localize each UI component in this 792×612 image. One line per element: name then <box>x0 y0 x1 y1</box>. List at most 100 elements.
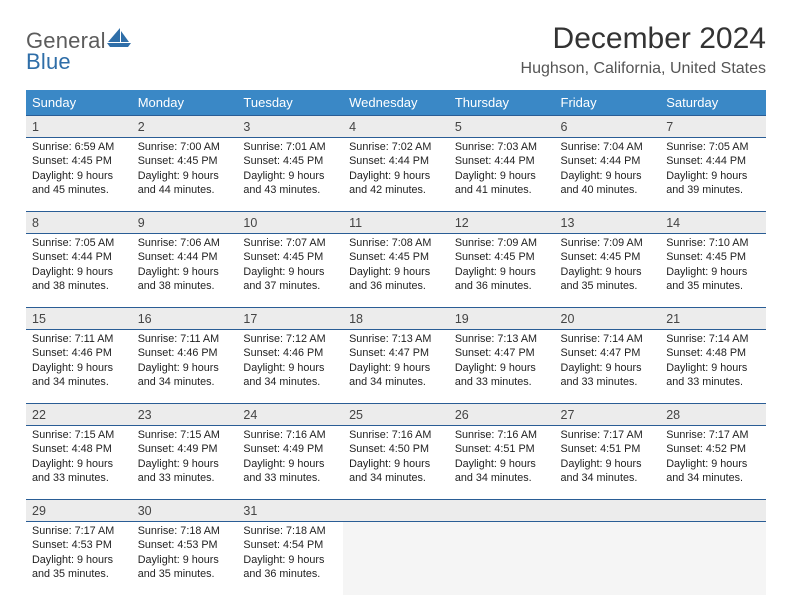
day-body-cell: Sunrise: 7:17 AMSunset: 4:53 PMDaylight:… <box>26 522 132 596</box>
day-details: Sunrise: 7:16 AMSunset: 4:49 PMDaylight:… <box>237 426 343 491</box>
day-body-cell: Sunrise: 7:09 AMSunset: 4:45 PMDaylight:… <box>555 234 661 308</box>
weekday-header: Tuesday <box>237 90 343 116</box>
day-number-cell: 15 <box>26 308 132 330</box>
week-daynum-row: 293031 <box>26 500 766 522</box>
day-number: 28 <box>660 404 766 425</box>
empty-cell <box>555 500 661 522</box>
day-body-cell: Sunrise: 7:09 AMSunset: 4:45 PMDaylight:… <box>449 234 555 308</box>
day-details: Sunrise: 7:11 AMSunset: 4:46 PMDaylight:… <box>132 330 238 395</box>
day-details: Sunrise: 7:18 AMSunset: 4:53 PMDaylight:… <box>132 522 238 587</box>
day-details: Sunrise: 6:59 AMSunset: 4:45 PMDaylight:… <box>26 138 132 203</box>
day-details: Sunrise: 7:18 AMSunset: 4:54 PMDaylight:… <box>237 522 343 587</box>
day-number: 27 <box>555 404 661 425</box>
day-number-cell: 24 <box>237 404 343 426</box>
day-body-cell: Sunrise: 7:03 AMSunset: 4:44 PMDaylight:… <box>449 138 555 212</box>
day-number: 31 <box>237 500 343 521</box>
weekday-header-row: SundayMondayTuesdayWednesdayThursdayFrid… <box>26 90 766 116</box>
day-number-cell: 9 <box>132 212 238 234</box>
weekday-header: Friday <box>555 90 661 116</box>
day-details: Sunrise: 7:15 AMSunset: 4:49 PMDaylight:… <box>132 426 238 491</box>
day-number: 15 <box>26 308 132 329</box>
day-number-cell: 10 <box>237 212 343 234</box>
week-body-row: Sunrise: 6:59 AMSunset: 4:45 PMDaylight:… <box>26 138 766 212</box>
day-number-cell: 8 <box>26 212 132 234</box>
day-body-cell: Sunrise: 7:07 AMSunset: 4:45 PMDaylight:… <box>237 234 343 308</box>
day-number: 18 <box>343 308 449 329</box>
day-number-cell: 18 <box>343 308 449 330</box>
day-body-cell: Sunrise: 7:01 AMSunset: 4:45 PMDaylight:… <box>237 138 343 212</box>
week-daynum-row: 1234567 <box>26 116 766 138</box>
day-number: 22 <box>26 404 132 425</box>
day-number: 12 <box>449 212 555 233</box>
day-number-cell: 11 <box>343 212 449 234</box>
day-body-cell: Sunrise: 7:16 AMSunset: 4:50 PMDaylight:… <box>343 426 449 500</box>
day-details: Sunrise: 7:17 AMSunset: 4:52 PMDaylight:… <box>660 426 766 491</box>
day-number: 21 <box>660 308 766 329</box>
day-number: 4 <box>343 116 449 137</box>
week-daynum-row: 15161718192021 <box>26 308 766 330</box>
day-number-cell: 4 <box>343 116 449 138</box>
day-body-cell: Sunrise: 7:02 AMSunset: 4:44 PMDaylight:… <box>343 138 449 212</box>
day-body-cell: Sunrise: 6:59 AMSunset: 4:45 PMDaylight:… <box>26 138 132 212</box>
day-number-cell: 6 <box>555 116 661 138</box>
day-number: 7 <box>660 116 766 137</box>
empty-cell <box>660 500 766 522</box>
day-body-cell: Sunrise: 7:11 AMSunset: 4:46 PMDaylight:… <box>132 330 238 404</box>
day-number: 16 <box>132 308 238 329</box>
day-details: Sunrise: 7:15 AMSunset: 4:48 PMDaylight:… <box>26 426 132 491</box>
calendar-table: SundayMondayTuesdayWednesdayThursdayFrid… <box>26 90 766 595</box>
day-body-cell: Sunrise: 7:14 AMSunset: 4:47 PMDaylight:… <box>555 330 661 404</box>
day-details: Sunrise: 7:13 AMSunset: 4:47 PMDaylight:… <box>449 330 555 395</box>
weekday-header: Monday <box>132 90 238 116</box>
day-details: Sunrise: 7:09 AMSunset: 4:45 PMDaylight:… <box>449 234 555 299</box>
day-details: Sunrise: 7:17 AMSunset: 4:51 PMDaylight:… <box>555 426 661 491</box>
day-number-cell: 7 <box>660 116 766 138</box>
weekday-header: Saturday <box>660 90 766 116</box>
weekday-header: Wednesday <box>343 90 449 116</box>
day-number-cell: 12 <box>449 212 555 234</box>
day-body-cell: Sunrise: 7:04 AMSunset: 4:44 PMDaylight:… <box>555 138 661 212</box>
day-body-cell: Sunrise: 7:15 AMSunset: 4:49 PMDaylight:… <box>132 426 238 500</box>
month-title: December 2024 <box>521 22 766 56</box>
day-body-cell: Sunrise: 7:16 AMSunset: 4:51 PMDaylight:… <box>449 426 555 500</box>
day-body-cell: Sunrise: 7:08 AMSunset: 4:45 PMDaylight:… <box>343 234 449 308</box>
day-body-cell: Sunrise: 7:16 AMSunset: 4:49 PMDaylight:… <box>237 426 343 500</box>
day-number-cell: 27 <box>555 404 661 426</box>
day-details: Sunrise: 7:16 AMSunset: 4:51 PMDaylight:… <box>449 426 555 491</box>
week-body-row: Sunrise: 7:05 AMSunset: 4:44 PMDaylight:… <box>26 234 766 308</box>
day-body-cell: Sunrise: 7:17 AMSunset: 4:52 PMDaylight:… <box>660 426 766 500</box>
empty-cell <box>343 500 449 522</box>
day-body-cell: Sunrise: 7:00 AMSunset: 4:45 PMDaylight:… <box>132 138 238 212</box>
day-number-cell: 2 <box>132 116 238 138</box>
day-number: 2 <box>132 116 238 137</box>
day-body-cell: Sunrise: 7:13 AMSunset: 4:47 PMDaylight:… <box>343 330 449 404</box>
day-number-cell: 30 <box>132 500 238 522</box>
day-number: 26 <box>449 404 555 425</box>
day-details: Sunrise: 7:07 AMSunset: 4:45 PMDaylight:… <box>237 234 343 299</box>
day-number-cell: 19 <box>449 308 555 330</box>
day-details: Sunrise: 7:13 AMSunset: 4:47 PMDaylight:… <box>343 330 449 395</box>
day-body-cell: Sunrise: 7:10 AMSunset: 4:45 PMDaylight:… <box>660 234 766 308</box>
day-details: Sunrise: 7:11 AMSunset: 4:46 PMDaylight:… <box>26 330 132 395</box>
day-details: Sunrise: 7:05 AMSunset: 4:44 PMDaylight:… <box>26 234 132 299</box>
day-number-cell: 22 <box>26 404 132 426</box>
day-body-cell: Sunrise: 7:18 AMSunset: 4:53 PMDaylight:… <box>132 522 238 596</box>
day-body-cell: Sunrise: 7:13 AMSunset: 4:47 PMDaylight:… <box>449 330 555 404</box>
day-number: 19 <box>449 308 555 329</box>
day-body-cell: Sunrise: 7:15 AMSunset: 4:48 PMDaylight:… <box>26 426 132 500</box>
day-number: 20 <box>555 308 661 329</box>
day-number-cell: 14 <box>660 212 766 234</box>
day-number: 5 <box>449 116 555 137</box>
day-number: 3 <box>237 116 343 137</box>
empty-cell <box>449 500 555 522</box>
header-row: General Blue December 2024 Hughson, Cali… <box>26 22 766 86</box>
day-body-cell: Sunrise: 7:12 AMSunset: 4:46 PMDaylight:… <box>237 330 343 404</box>
day-details: Sunrise: 7:05 AMSunset: 4:44 PMDaylight:… <box>660 138 766 203</box>
day-number: 6 <box>555 116 661 137</box>
empty-cell <box>343 522 449 596</box>
brand-blue: Blue <box>26 52 134 73</box>
day-details: Sunrise: 7:06 AMSunset: 4:44 PMDaylight:… <box>132 234 238 299</box>
day-number-cell: 17 <box>237 308 343 330</box>
empty-cell <box>555 522 661 596</box>
day-number-cell: 28 <box>660 404 766 426</box>
